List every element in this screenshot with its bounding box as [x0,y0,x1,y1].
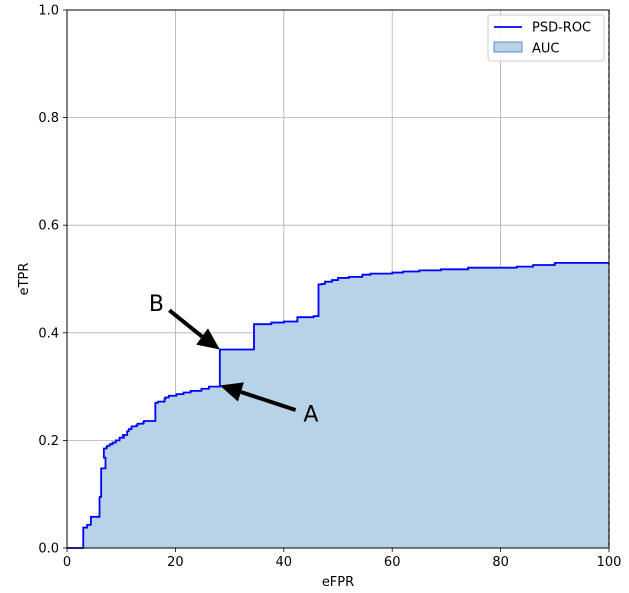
y-tick-label: 0.6 [38,219,59,234]
axis-ticks [63,9,610,552]
annotation-arrow-head [196,328,220,350]
annotations: AB [149,292,319,427]
annotation-arrow-shaft [168,308,204,339]
x-tick-label: 0 [63,555,71,570]
x-axis-label: eFPR [322,575,354,590]
y-tick-label: 0.2 [38,434,59,449]
y-tick-label: 0.0 [38,542,59,557]
y-tick-label: 0.8 [38,111,59,126]
annotation-label: B [149,292,164,317]
x-tick-label: 100 [597,555,622,570]
annotation-label: A [303,403,318,428]
y-tick-label: 0.4 [38,326,59,341]
axis-tick-labels: 0 20 40 60 80 100 0.0 0.2 0.4 0.6 0.8 1.0 [38,4,621,571]
y-tick-label: 1.0 [38,4,59,19]
legend-patch-swatch [493,41,523,53]
x-tick-label: 80 [492,555,509,570]
legend-label-auc: AUC [532,42,560,57]
annotation-arrow-head [219,382,244,402]
x-tick-label: 60 [384,555,401,570]
plot-frame [66,9,610,549]
annotation-arrow-shaft [240,390,297,412]
legend-label-psd-roc: PSD-ROC [532,21,591,36]
x-tick-label: 20 [167,555,184,570]
x-tick-label: 40 [276,555,293,570]
psd-roc-line [67,261,609,549]
legend: PSD-ROC AUC [487,14,605,62]
auc-area [67,262,609,548]
y-axis-label: eTPR [17,263,32,296]
